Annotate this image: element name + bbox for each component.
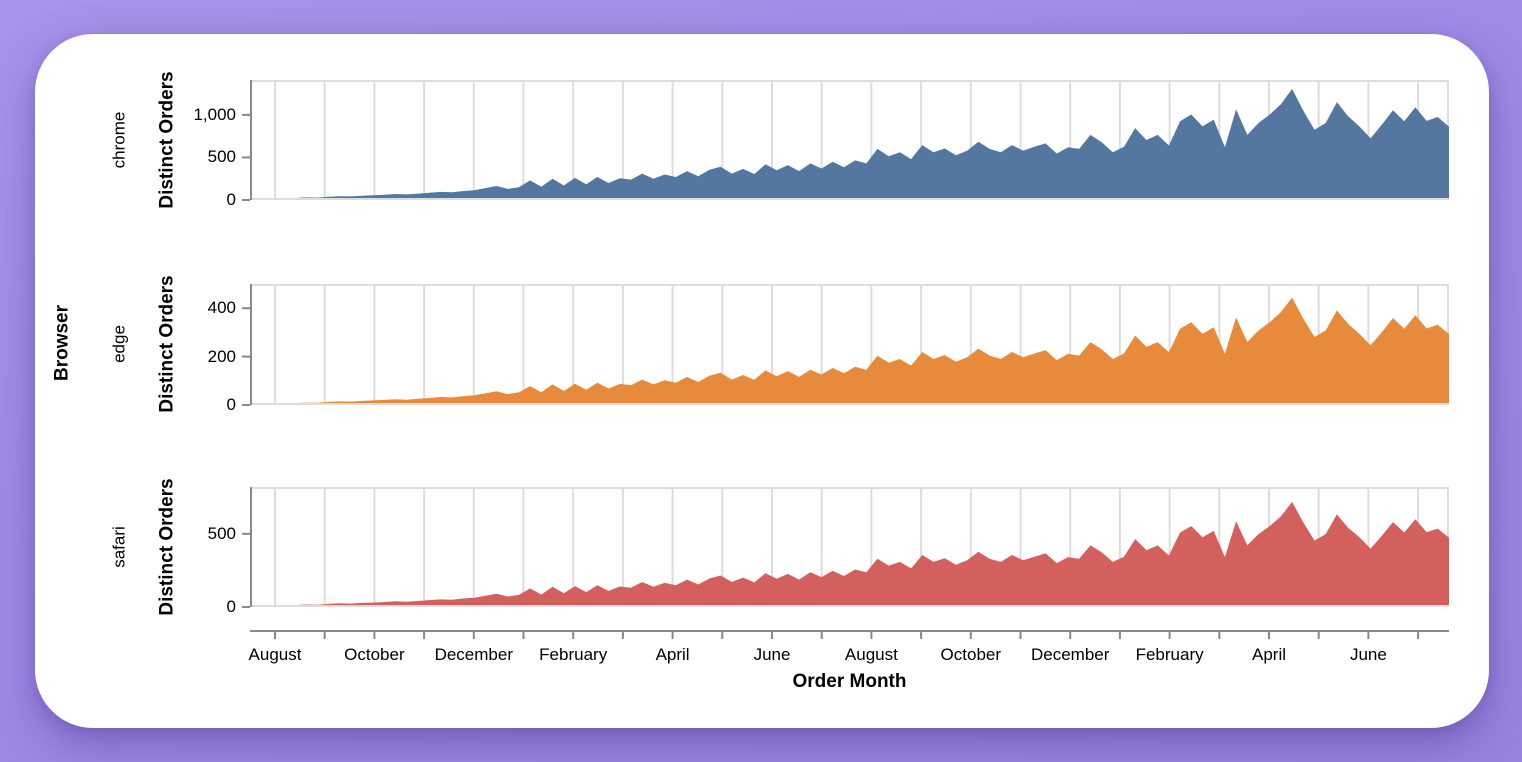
plot-safari bbox=[242, 487, 1449, 608]
x-tick-label: August bbox=[844, 645, 898, 664]
y-axis-title-edge: Distinct Orders bbox=[156, 275, 178, 413]
area-chrome bbox=[250, 88, 1449, 200]
facet-label-safari: safari bbox=[109, 526, 129, 568]
x-axis-title: Order Month bbox=[792, 671, 907, 692]
x-tick-label: October bbox=[940, 645, 1002, 664]
x-tick-label: August bbox=[248, 645, 302, 664]
y-tick-label: 1,000 bbox=[193, 104, 236, 124]
plot-edge bbox=[242, 284, 1449, 406]
plot-svg-chrome bbox=[242, 80, 1449, 201]
facet-label-chrome: chrome bbox=[109, 111, 129, 169]
x-tick-label: April bbox=[655, 645, 690, 664]
y-tick-label: 500 bbox=[207, 523, 236, 543]
x-tick-label: October bbox=[344, 645, 405, 664]
area-edge bbox=[250, 297, 1449, 405]
y-tick-label: 400 bbox=[207, 298, 236, 318]
x-axis-svg bbox=[250, 630, 1449, 639]
x-tick-label: February bbox=[539, 645, 608, 664]
x-tick-label: December bbox=[434, 645, 513, 664]
x-tick-label: April bbox=[1251, 645, 1286, 664]
area-safari bbox=[250, 501, 1449, 607]
y-tick-label: 500 bbox=[207, 147, 236, 167]
x-tick-label: February bbox=[1135, 645, 1204, 664]
y-axis-title-safari: Distinct Orders bbox=[156, 478, 178, 616]
x-axis bbox=[250, 630, 1449, 642]
y-tick-label: 0 bbox=[226, 395, 236, 414]
y-tick-label: 0 bbox=[226, 190, 236, 209]
y-axis-title-chrome: Distinct Orders bbox=[156, 71, 178, 209]
plot-svg-edge bbox=[242, 284, 1449, 406]
plot-svg-safari bbox=[242, 487, 1449, 608]
x-tick-label: June bbox=[753, 645, 791, 664]
plot-chrome bbox=[242, 80, 1449, 201]
facet-axis-title: Browser bbox=[51, 304, 73, 382]
y-tick-label: 200 bbox=[207, 346, 236, 366]
x-tick-label: December bbox=[1030, 645, 1110, 664]
y-tick-label: 0 bbox=[226, 597, 236, 616]
x-tick-label: June bbox=[1349, 645, 1387, 664]
facet-label-edge: edge bbox=[109, 325, 129, 363]
